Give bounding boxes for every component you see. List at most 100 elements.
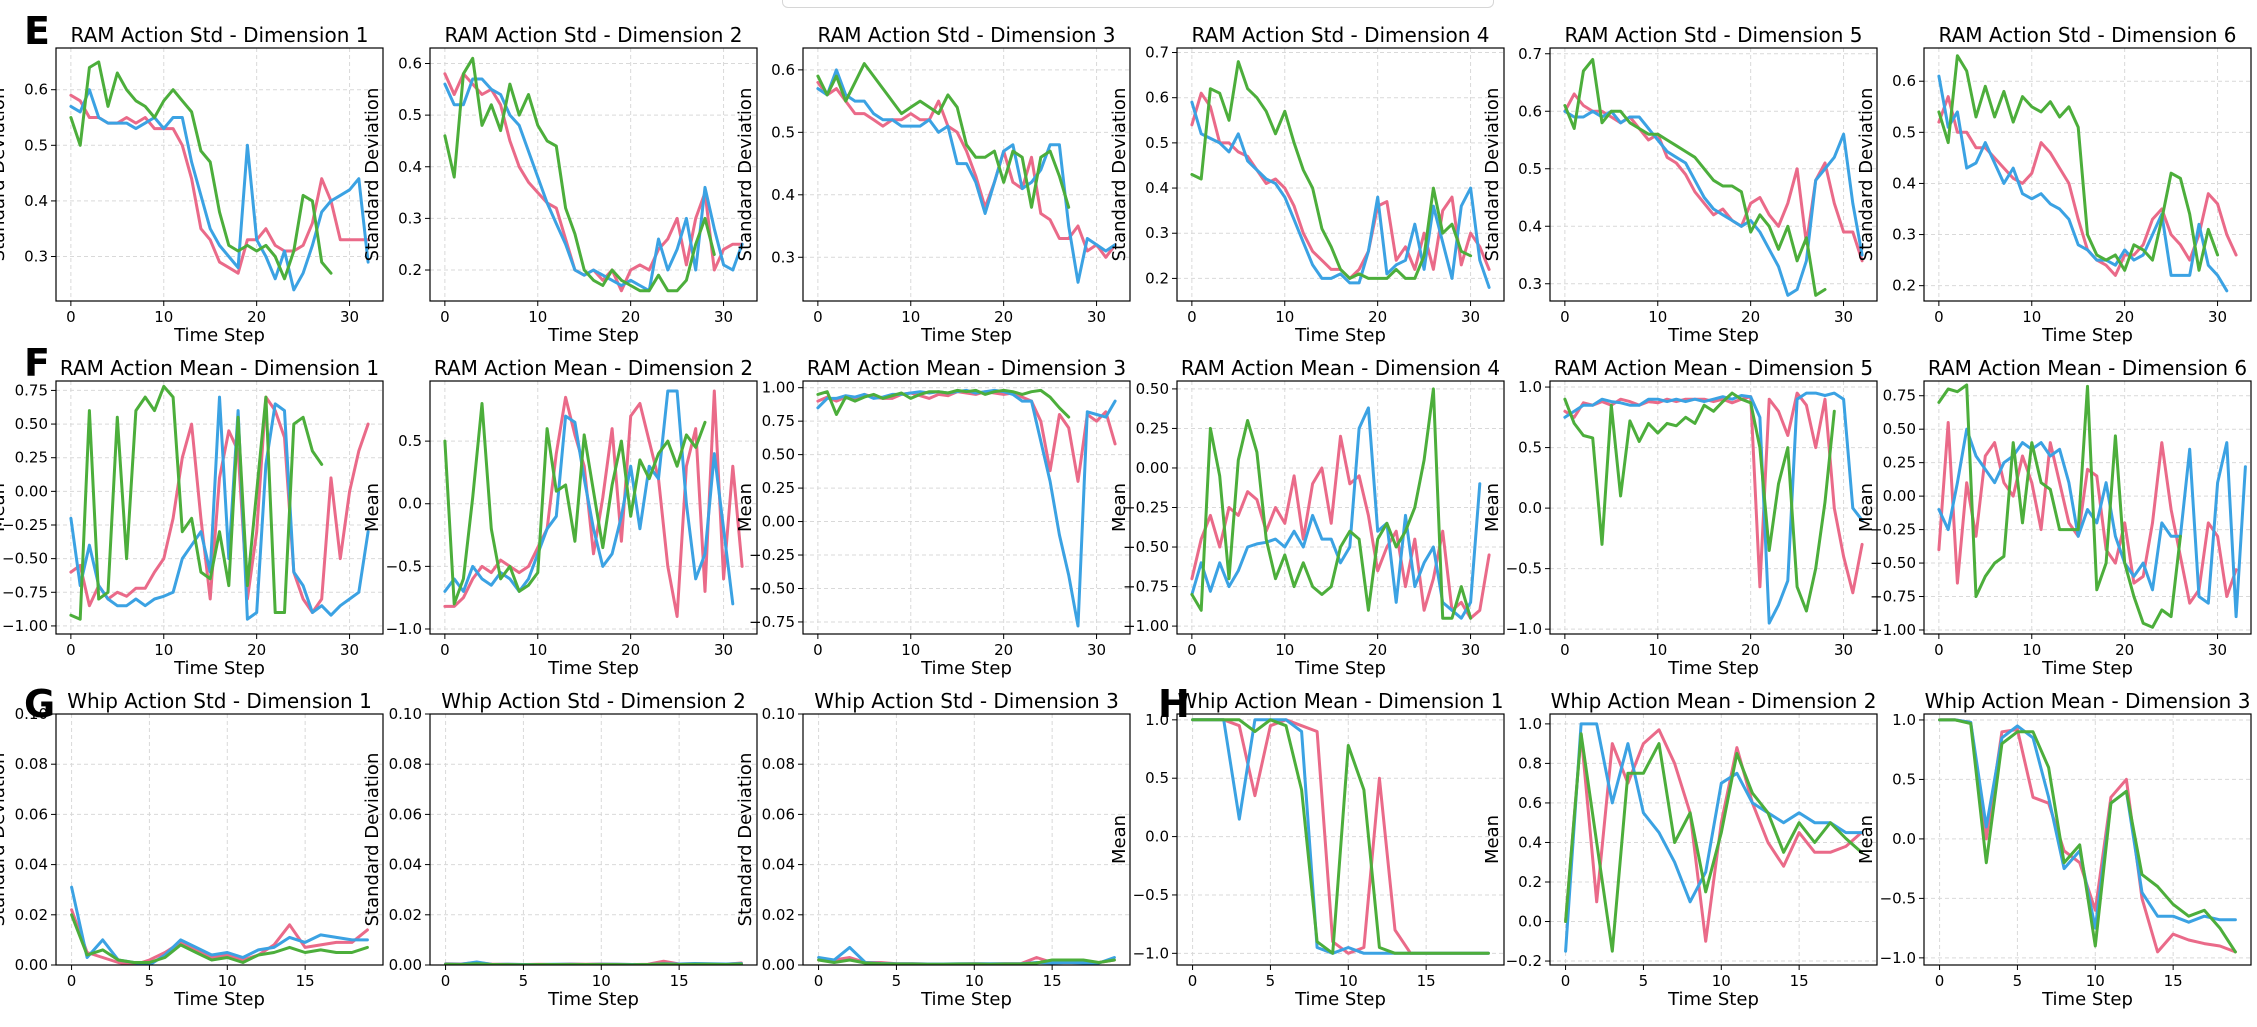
axes-frame <box>1549 713 1878 966</box>
x-axis-label: Time Step <box>1667 658 1759 679</box>
y-tick-label: 0.4 <box>771 186 795 204</box>
x-tick-label: 5 <box>519 972 529 990</box>
series-group <box>816 62 1117 284</box>
y-tick-label: 0.6 <box>1518 794 1542 812</box>
series-group <box>1938 718 2237 954</box>
axes-frame <box>55 47 384 302</box>
y-tick-label: −0.5 <box>1880 889 1916 907</box>
y-tick-label: 0.50 <box>15 415 48 433</box>
y-tick-label: −1.00 <box>2 617 48 635</box>
x-tick-label: 0 <box>440 641 450 659</box>
x-tick-label: 20 <box>994 641 1013 659</box>
y-tick-label: 0.5 <box>1892 770 1916 788</box>
series-line-1 <box>816 390 1117 483</box>
series-line-2 <box>1564 722 1863 953</box>
x-tick-label: 10 <box>218 972 237 990</box>
y-tick-label: −0.50 <box>1123 538 1169 556</box>
y-tick-label: 0.04 <box>762 856 795 874</box>
y-tick-label: −0.75 <box>1123 578 1169 596</box>
series-line-2 <box>69 395 370 621</box>
y-tick-label: 0.00 <box>389 956 422 974</box>
y-tick-label: 0.0 <box>1145 828 1169 846</box>
window-top-bar <box>782 0 1494 8</box>
series-line-2 <box>1190 100 1491 289</box>
y-tick-label: 0.04 <box>15 856 48 874</box>
y-tick-label: 0.3 <box>771 248 795 266</box>
y-tick-label: 0.02 <box>389 906 422 924</box>
x-tick-label: 15 <box>1790 972 1809 990</box>
y-tick-label: 0.5 <box>1892 123 1916 141</box>
panel-label-e: E <box>24 9 50 53</box>
series-group <box>443 56 744 293</box>
x-tick-label: 0 <box>1935 972 1945 990</box>
x-tick-label: 20 <box>621 641 640 659</box>
x-tick-label: 15 <box>296 972 315 990</box>
x-axis-label: Time Step <box>2041 658 2133 679</box>
chart-1: 0.3 0.4 0.5 0.6 0 10 20 30 RAM Action Std - Dime… <box>0 23 384 346</box>
y-tick-label: 0.08 <box>389 755 422 773</box>
chart-12: −1.00 −0.75 −0.50 −0.25 0.00 0.25 0.50 0.75 0 10 2… <box>1856 356 2252 679</box>
y-tick-label: 0.04 <box>389 856 422 874</box>
chart-8: −1.0 −0.5 0.0 0.5 0 10 20 30 RAM Action Mean - D… <box>362 356 758 679</box>
series-line-2 <box>1563 109 1864 297</box>
y-tick-label: 0.5 <box>1145 769 1169 787</box>
x-tick-label: 10 <box>1648 641 1667 659</box>
x-tick-label: 0 <box>1934 641 1944 659</box>
series-line-3 <box>69 384 324 621</box>
series-line-3 <box>1191 718 1490 955</box>
x-tick-label: 20 <box>994 308 1013 326</box>
y-tick-label: 0.4 <box>24 192 48 210</box>
y-tick-label: −0.50 <box>2 550 48 568</box>
x-tick-label: 0 <box>1934 308 1944 326</box>
axes-frame <box>429 380 758 635</box>
x-tick-label: 30 <box>714 308 733 326</box>
y-tick-label: 0.00 <box>15 482 48 500</box>
chart-3: 0.3 0.4 0.5 0.6 0 10 20 30 RAM Action Std - Dime… <box>735 23 1131 346</box>
x-tick-label: 20 <box>621 308 640 326</box>
chart-title: RAM Action Mean - Dimension 2 <box>434 356 753 380</box>
panel-label-f: F <box>24 341 50 385</box>
y-tick-label: 0.6 <box>1892 72 1916 90</box>
x-axis-label: Time Step <box>173 989 265 1010</box>
x-tick-label: 0 <box>66 641 76 659</box>
chart-title: RAM Action Mean - Dimension 4 <box>1181 356 1500 380</box>
y-axis-label: Mean <box>362 483 383 532</box>
y-tick-label: 0.06 <box>15 805 48 823</box>
y-tick-label: −0.25 <box>749 546 795 564</box>
series-line-3 <box>816 388 1071 419</box>
y-tick-label: 0.25 <box>762 479 795 497</box>
x-tick-label: 10 <box>528 641 547 659</box>
x-axis-label: Time Step <box>920 989 1012 1010</box>
x-tick-label: 0 <box>1188 972 1198 990</box>
x-axis-label: Time Step <box>547 658 639 679</box>
x-tick-label: 5 <box>892 972 902 990</box>
y-tick-label: 0.2 <box>1518 873 1542 891</box>
y-tick-label: 0.4 <box>1518 217 1542 235</box>
x-axis-label: Time Step <box>1667 325 1759 346</box>
y-tick-label: 0.2 <box>1892 277 1916 295</box>
series-line-3 <box>1937 383 2182 629</box>
y-tick-label: −0.75 <box>749 613 795 631</box>
axes-frame <box>1923 380 2252 635</box>
y-tick-label: 0.8 <box>1518 754 1542 772</box>
panel-label-h: H <box>1158 682 1190 726</box>
series-group <box>1564 722 1863 953</box>
series-line-1 <box>69 93 370 275</box>
x-axis-label: Time Step <box>547 325 639 346</box>
y-tick-label: −1.0 <box>1133 944 1169 962</box>
series-line-3 <box>1938 718 2237 954</box>
y-tick-label: 0.5 <box>398 432 422 450</box>
chart-10: −1.00 −0.75 −0.50 −0.25 0.00 0.25 0.50 0 10 20 30 R… <box>1109 356 1505 679</box>
y-tick-label: 0.6 <box>398 54 422 72</box>
y-tick-label: 0.10 <box>762 705 795 723</box>
chart-13: 0.00 0.02 0.04 0.06 0.08 0.10 0 5 10 15 Whip Actio… <box>0 689 384 1010</box>
series-line-3 <box>69 60 333 281</box>
y-tick-label: 0.08 <box>762 755 795 773</box>
x-tick-label: 10 <box>901 641 920 659</box>
y-tick-label: 0.02 <box>762 906 795 924</box>
axes-frame <box>802 380 1131 635</box>
y-axis-label: Standard Deviation <box>1109 88 1130 262</box>
x-tick-label: 0 <box>1560 308 1570 326</box>
y-tick-label: −0.5 <box>1506 560 1542 578</box>
x-tick-label: 30 <box>1461 308 1480 326</box>
